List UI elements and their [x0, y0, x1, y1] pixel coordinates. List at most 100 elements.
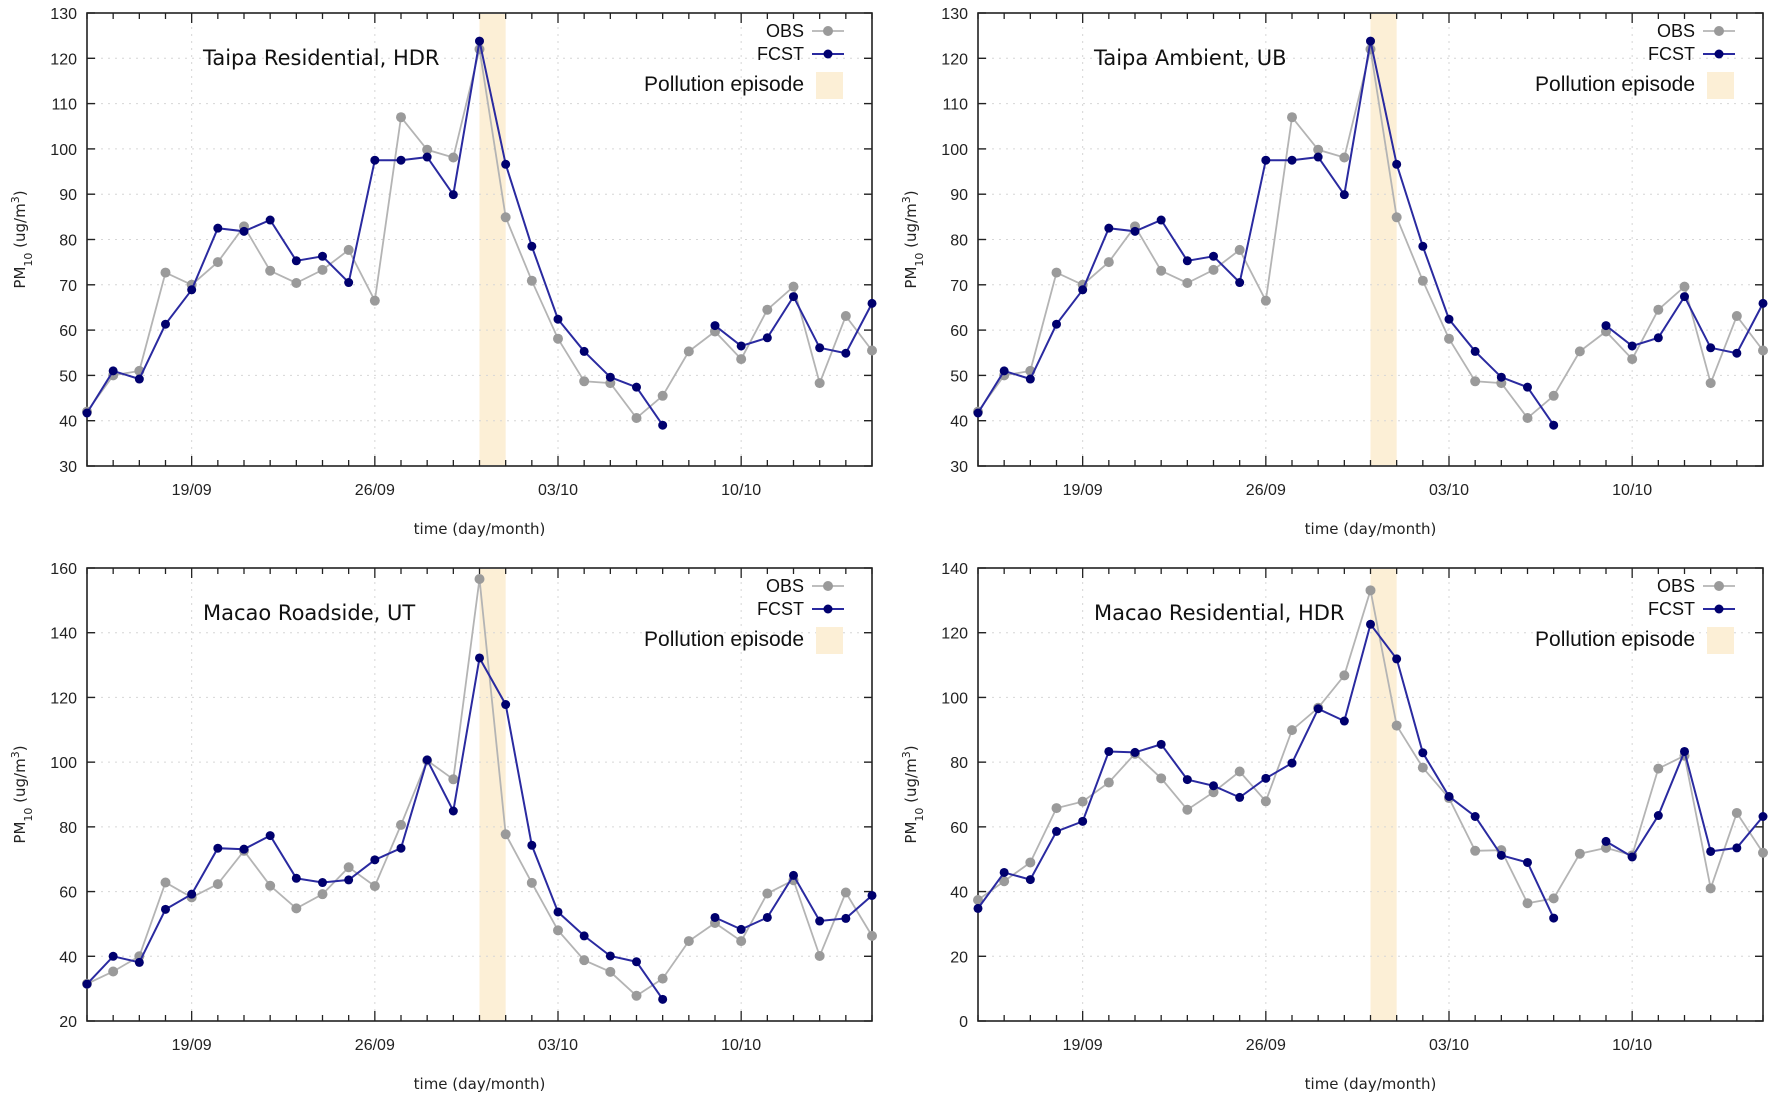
fcst-point: [1758, 298, 1768, 308]
obs-point: [631, 990, 642, 1001]
y-tick-label: 0: [959, 1014, 968, 1031]
y-axis-title-part: 3: [9, 751, 22, 758]
obs-point: [867, 345, 877, 356]
legend-obs-label: OBS: [1657, 21, 1695, 41]
x-axis-title: time (day/month): [414, 1075, 546, 1093]
fcst-point: [841, 913, 851, 923]
y-tick-label: 120: [50, 690, 77, 707]
fcst-point: [161, 904, 170, 914]
obs-point: [291, 277, 302, 288]
obs-point: [265, 880, 276, 891]
fcst-point: [213, 843, 223, 853]
obs-point: [1156, 773, 1167, 784]
y-axis-title-part: PM: [11, 267, 29, 289]
obs-point: [1548, 893, 1559, 904]
y-tick-label: 110: [942, 97, 968, 114]
x-tick-label: 03/10: [1429, 482, 1469, 499]
obs-point: [291, 903, 302, 914]
fcst-point: [1261, 773, 1271, 783]
obs-point: [1051, 803, 1062, 814]
legend-obs-marker: [1714, 26, 1724, 36]
fcst-point: [1418, 748, 1428, 758]
x-tick-label: 10/10: [721, 482, 761, 499]
fcst-point: [973, 903, 983, 913]
fcst-point: [108, 951, 118, 961]
fcst-point: [1104, 746, 1114, 756]
fcst-point: [867, 890, 877, 900]
fcst-point: [1182, 775, 1192, 785]
obs-point: [1391, 212, 1402, 223]
y-tick-label: 130: [50, 6, 77, 23]
obs-point: [1103, 777, 1114, 788]
fcst-point: [1052, 319, 1061, 329]
x-tick-label: 26/09: [1246, 1037, 1286, 1054]
obs-point: [265, 265, 276, 276]
legend-episode-label: Pollution episode: [644, 73, 804, 96]
fcst-point: [1156, 739, 1166, 749]
y-tick-label: 30: [950, 459, 968, 476]
y-axis-title-part: 3: [900, 751, 913, 758]
fcst-series: [82, 36, 877, 430]
obs-point: [1758, 345, 1768, 356]
fcst-point: [1261, 155, 1271, 165]
obs-point: [605, 966, 616, 977]
obs-point: [999, 876, 1010, 887]
y-axis-title-part: ): [902, 190, 920, 196]
y-axis-title-part: 3: [900, 196, 913, 203]
fcst-point: [291, 873, 301, 883]
legend-fcst-marker: [823, 604, 833, 614]
fcst-point: [187, 889, 197, 899]
x-tick-label: 03/10: [1429, 1037, 1469, 1054]
fcst-point: [973, 408, 983, 418]
fcst-point: [1025, 875, 1035, 885]
fcst-point: [1209, 251, 1218, 261]
y-axis-title-part: (ug/m: [11, 203, 29, 252]
y-tick-label: 100: [50, 755, 77, 772]
fcst-point: [1601, 321, 1611, 331]
fcst-point: [1732, 843, 1742, 853]
y-tick-label: 100: [50, 142, 77, 159]
y-axis-title: PM10 (ug/m3): [9, 745, 35, 843]
fcst-point: [1601, 836, 1611, 846]
obs-point: [1731, 807, 1742, 818]
fcst-point: [605, 372, 615, 382]
y-axis-title-part: (ug/m: [11, 758, 29, 807]
obs-point: [1601, 842, 1611, 853]
legend-fcst-label: FCST: [1648, 44, 1695, 64]
fcst-series: [973, 36, 1768, 430]
legend: OBS FCST Pollution episode: [1535, 576, 1735, 654]
obs-point: [736, 936, 747, 947]
y-tick-label: 20: [950, 949, 968, 966]
legend-obs-marker: [823, 581, 833, 591]
obs-point: [160, 877, 171, 888]
y-tick-label: 80: [950, 755, 968, 772]
obs-point: [1156, 265, 1167, 276]
fcst-point: [448, 806, 458, 816]
obs-point: [1287, 112, 1297, 123]
x-tick-label: 10/10: [1612, 1037, 1652, 1054]
obs-point: [1444, 333, 1454, 344]
fcst-point: [1653, 811, 1663, 821]
pollution-episode-band: [1370, 569, 1397, 1020]
legend-episode-label: Pollution episode: [1535, 73, 1695, 96]
obs-series: [82, 44, 877, 423]
fcst-point: [815, 343, 825, 353]
fcst-point: [1130, 747, 1140, 757]
fcst-point: [579, 346, 589, 356]
y-tick-label: 40: [950, 414, 968, 431]
obs-point: [1705, 883, 1716, 894]
y-axis-title-part: 10: [913, 253, 926, 267]
fcst-point: [789, 292, 798, 302]
x-tick-label: 10/10: [1612, 482, 1652, 499]
fcst-point: [1339, 190, 1349, 200]
y-tick-label: 60: [59, 323, 77, 340]
fcst-point: [1052, 826, 1061, 836]
obs-point: [1287, 725, 1297, 736]
y-tick-label: 40: [59, 414, 77, 431]
y-axis-title-part: PM: [902, 267, 920, 289]
obs-point: [1234, 766, 1245, 777]
fcst-point: [658, 420, 668, 430]
fcst-point: [422, 755, 432, 765]
fcst-point: [344, 278, 354, 288]
